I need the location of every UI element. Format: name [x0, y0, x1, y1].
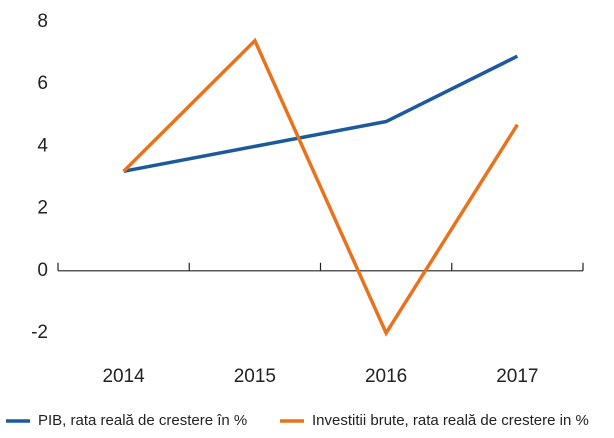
- x-tick-label: 2014: [102, 366, 145, 387]
- x-tick-label: 2016: [365, 366, 407, 387]
- legend-label: Investitii brute, rata reală de crestere…: [312, 412, 589, 429]
- x-tick-label: 2015: [234, 366, 276, 387]
- y-tick-label: 8: [37, 11, 48, 32]
- y-tick-label: 4: [37, 135, 48, 156]
- y-tick-label: 0: [37, 260, 48, 281]
- x-tick-label: 2017: [496, 366, 538, 387]
- series-line: [123, 54, 519, 173]
- legend-label: PIB, rata reală de crestere în %: [38, 412, 247, 429]
- y-tick-label: -2: [31, 322, 48, 343]
- y-tick-label: 6: [37, 73, 48, 94]
- series-line: [122, 37, 519, 337]
- y-tick-label: 2: [37, 198, 48, 219]
